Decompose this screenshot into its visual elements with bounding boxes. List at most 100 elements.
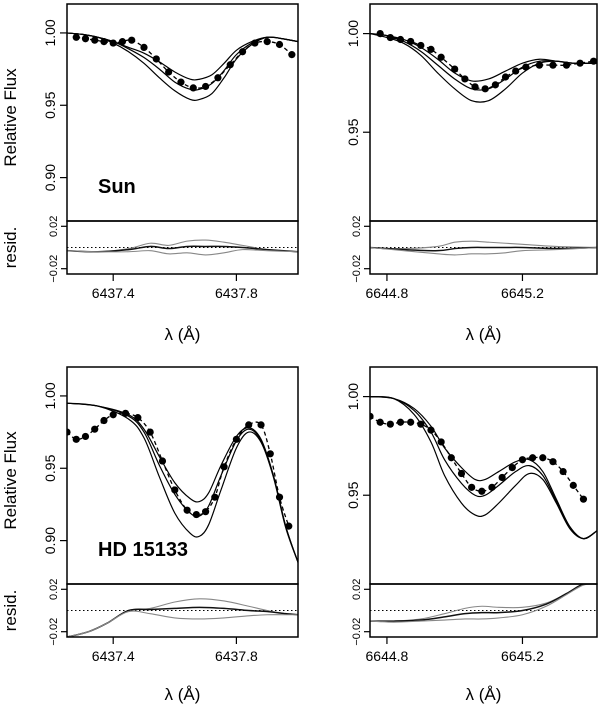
observed-point	[263, 38, 271, 46]
observed-point	[457, 469, 466, 478]
y-axis-label: Relative Flux	[1, 68, 20, 167]
resid-frame	[66, 220, 299, 275]
y-tick-label: 1.00	[42, 382, 58, 409]
observed-point	[376, 29, 384, 38]
observed-point	[498, 473, 506, 482]
resid-tick-label: 0.02	[351, 216, 363, 237]
observed-point	[165, 68, 173, 76]
y-tick-label: 0.90	[42, 164, 58, 191]
observed-point	[275, 40, 284, 49]
main-plot-area	[370, 395, 597, 540]
resid-axis-label: resid.	[1, 227, 20, 269]
model-line-2	[370, 395, 597, 540]
x-axis-label: λ (Å)	[165, 325, 201, 344]
x-axis-label: λ (Å)	[466, 325, 502, 344]
observed-point	[100, 38, 108, 46]
observed-point	[158, 457, 167, 465]
y-tick-label: 0.95	[42, 91, 58, 118]
observed-point	[109, 39, 117, 47]
x-tick-label: 6437.4	[92, 285, 135, 301]
resid-plot-area	[370, 584, 597, 623]
main-plot-area	[370, 29, 597, 103]
model-line-3	[67, 402, 298, 563]
observed-point	[118, 38, 127, 46]
star-name-label: HD 15133	[98, 539, 188, 561]
resid-frame	[369, 583, 598, 638]
observed-point	[471, 83, 479, 91]
observed-point	[518, 456, 527, 464]
observed-point	[447, 454, 455, 462]
x-tick-label: 6644.8	[366, 648, 409, 664]
observed-point	[535, 61, 544, 69]
observed-point	[285, 522, 293, 530]
observed-point	[109, 411, 117, 419]
observed-point	[72, 435, 80, 443]
observed-point	[238, 48, 247, 56]
observed-point	[386, 33, 394, 42]
resid-line-1	[67, 598, 298, 637]
observed-point	[370, 412, 374, 420]
x-tick-label: 6644.8	[366, 285, 409, 301]
panel-1: 6437.4 6437.8 0.90 0.95 1.00 −0.02 0.02 λ (Å) Re…	[1, 3, 299, 344]
resid-line-2	[67, 606, 298, 637]
observed-point	[81, 35, 90, 43]
resid-line-3	[67, 610, 298, 637]
resid-line-1	[370, 240, 597, 250]
x-axis-label: λ (Å)	[165, 685, 201, 704]
observed-point	[427, 426, 435, 434]
observed-point	[152, 55, 160, 63]
observed-point	[437, 438, 445, 446]
model-line-3	[370, 33, 597, 103]
resid-line-3	[370, 246, 597, 256]
observed-point	[183, 506, 191, 514]
resid-frame	[66, 583, 299, 638]
observed-point	[275, 493, 284, 501]
observed-point	[481, 85, 489, 93]
panel-4: 6644.8 6645.2 0.95 1.00 −0.02 0.02 λ (Å)	[345, 366, 598, 704]
observed-point	[437, 53, 445, 61]
observed-point	[220, 463, 228, 471]
observed-point	[461, 75, 469, 83]
observed-point	[417, 420, 425, 428]
resid-plot-area	[67, 239, 298, 256]
main-frame	[369, 3, 598, 222]
observed-point	[202, 82, 210, 91]
observed-point	[245, 421, 253, 429]
observed-point	[522, 63, 530, 71]
observed-point	[427, 45, 435, 53]
observed-point	[211, 493, 219, 501]
observed-point	[91, 425, 99, 433]
observed-point	[512, 67, 520, 75]
resid-line-3	[370, 584, 597, 623]
y-tick-label: 0.95	[42, 454, 58, 481]
observed-point	[91, 36, 99, 44]
star-name-label: Sun	[98, 176, 136, 198]
observed-point	[232, 435, 240, 443]
resid-plot-area	[67, 598, 298, 637]
y-tick-label: 0.95	[345, 481, 361, 508]
resid-line-2	[370, 584, 597, 622]
observed-point	[100, 416, 108, 425]
observed-point	[488, 483, 496, 491]
observed-point	[257, 421, 265, 429]
observed-point	[266, 450, 274, 458]
observed-point	[396, 418, 405, 426]
observed-point	[140, 43, 148, 52]
observed-point	[396, 35, 405, 44]
observed-point	[288, 51, 296, 59]
resid-plot-area	[370, 240, 597, 256]
resid-line-1	[370, 584, 597, 622]
observed-point	[549, 458, 557, 466]
resid-tick-label: −0.02	[351, 618, 363, 646]
observed-point	[508, 464, 516, 472]
observed-point	[214, 74, 222, 82]
observed-point	[177, 78, 185, 86]
x-tick-label: 6645.2	[501, 285, 544, 301]
observed-point	[576, 59, 584, 67]
model-line-3	[370, 395, 597, 540]
main-plot-area	[67, 402, 298, 563]
x-tick-label: 6437.8	[215, 648, 258, 664]
observed-point	[529, 454, 537, 462]
observed-point	[417, 41, 425, 50]
